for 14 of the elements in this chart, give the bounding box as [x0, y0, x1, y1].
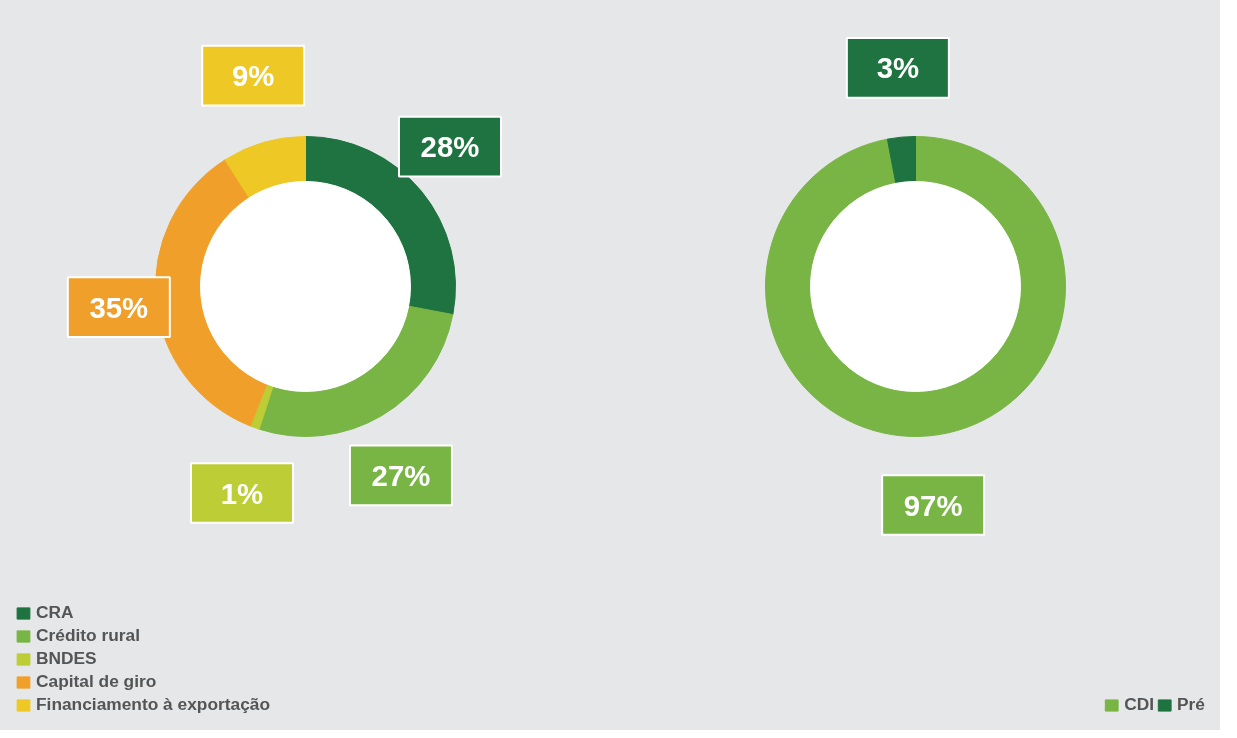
data-label: 27% [371, 458, 431, 492]
data-label: 35% [89, 290, 149, 324]
legend-label: CDI [1124, 694, 1155, 715]
legend-label: CRA [36, 602, 74, 623]
data-label: 28% [420, 130, 480, 164]
data-label: 1% [220, 476, 264, 510]
legend-label: Capital de giro [36, 671, 157, 692]
legend-label: BNDES [36, 648, 97, 669]
data-label: 9% [232, 59, 275, 93]
data-label: 97% [903, 488, 963, 522]
legend-label: Pré [1177, 694, 1205, 715]
data-label: 3% [876, 51, 920, 85]
legend-label: Financiamento à exportação [36, 694, 270, 715]
legend-label: Crédito rural [36, 625, 140, 646]
